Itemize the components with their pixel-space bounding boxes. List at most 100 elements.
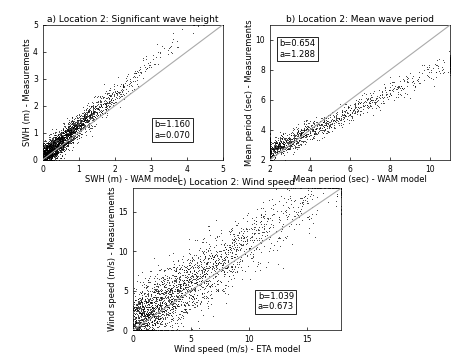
Point — [56, 139, 64, 144]
Point — [41, 153, 49, 159]
Point — [447, 58, 454, 64]
Point — [278, 144, 286, 150]
Point — [60, 130, 67, 136]
Point — [175, 276, 182, 282]
Point — [266, 155, 274, 161]
Point — [266, 137, 274, 143]
Point — [50, 147, 57, 152]
Point — [297, 130, 305, 135]
Point — [48, 149, 56, 154]
Point — [219, 263, 226, 268]
Point — [338, 109, 346, 115]
Point — [150, 296, 157, 302]
Point — [46, 151, 54, 157]
Point — [77, 115, 85, 121]
Point — [284, 135, 292, 141]
Point — [253, 246, 260, 251]
Point — [139, 306, 146, 312]
Point — [337, 185, 345, 191]
Point — [133, 326, 140, 331]
Point — [266, 149, 274, 155]
Point — [162, 316, 169, 322]
Point — [85, 126, 92, 132]
Point — [49, 135, 56, 141]
Point — [41, 157, 48, 163]
Point — [42, 157, 49, 163]
Point — [68, 133, 75, 139]
Point — [79, 115, 87, 121]
Point — [45, 154, 52, 160]
Point — [249, 253, 256, 258]
Point — [150, 311, 157, 317]
Point — [64, 140, 71, 146]
Point — [47, 153, 55, 158]
Point — [155, 289, 163, 294]
Point — [65, 128, 73, 134]
Point — [197, 283, 205, 288]
Point — [80, 124, 87, 130]
Point — [130, 305, 138, 310]
Point — [266, 146, 274, 151]
Point — [46, 146, 54, 152]
Point — [140, 320, 148, 326]
Point — [271, 142, 278, 148]
Point — [170, 304, 178, 309]
Point — [266, 145, 274, 151]
Point — [73, 123, 81, 129]
Point — [266, 143, 274, 148]
Point — [259, 205, 266, 211]
Point — [51, 146, 59, 152]
Point — [140, 315, 147, 320]
Point — [48, 146, 55, 152]
Point — [193, 273, 201, 278]
Point — [103, 112, 111, 118]
Point — [139, 327, 146, 333]
Point — [266, 149, 274, 155]
Point — [266, 148, 274, 154]
Point — [92, 112, 100, 118]
Point — [166, 294, 173, 300]
Point — [233, 233, 240, 238]
Point — [199, 273, 207, 279]
Point — [46, 151, 54, 157]
Point — [47, 147, 55, 152]
Point — [159, 306, 166, 312]
Point — [266, 153, 274, 159]
Point — [113, 92, 121, 98]
Point — [262, 229, 269, 234]
Point — [192, 300, 200, 305]
Point — [40, 157, 48, 163]
Point — [136, 327, 143, 333]
Point — [43, 152, 51, 158]
Point — [58, 137, 65, 142]
Point — [219, 264, 226, 270]
Point — [266, 147, 274, 153]
Point — [222, 282, 229, 288]
Point — [154, 288, 161, 294]
Point — [48, 153, 56, 159]
Point — [298, 138, 306, 144]
Point — [320, 124, 328, 130]
Point — [337, 122, 344, 128]
Point — [266, 151, 274, 157]
Point — [262, 221, 270, 226]
Point — [40, 156, 48, 162]
Point — [134, 307, 142, 313]
Point — [135, 327, 142, 333]
Point — [266, 138, 274, 144]
Point — [266, 140, 274, 146]
Point — [164, 327, 171, 333]
Point — [206, 259, 213, 264]
Point — [43, 152, 51, 158]
Point — [418, 70, 426, 75]
Point — [297, 126, 305, 132]
Point — [319, 124, 327, 129]
Point — [60, 132, 68, 138]
Point — [134, 302, 142, 307]
Point — [46, 153, 53, 159]
Point — [53, 133, 60, 139]
Point — [142, 296, 149, 302]
Point — [328, 128, 336, 134]
Point — [204, 278, 211, 284]
Point — [332, 115, 340, 121]
